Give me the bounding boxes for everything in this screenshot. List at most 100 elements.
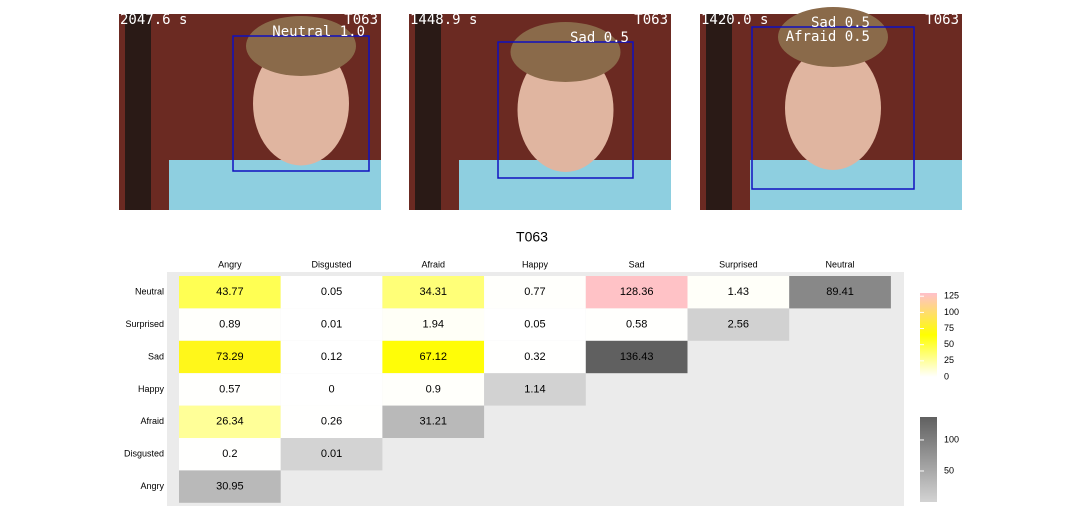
legend-label: 0	[944, 371, 949, 381]
face	[517, 48, 614, 172]
cell-label: 0.58	[626, 319, 647, 331]
legend-label: 100	[944, 307, 959, 317]
legend-bar	[920, 293, 937, 377]
cell	[484, 308, 586, 341]
legend-label: 125	[944, 291, 959, 301]
cell-label: 0.77	[524, 286, 545, 298]
frame-id: T063	[925, 12, 959, 28]
cell-label: 26.34	[216, 416, 244, 428]
cell	[179, 276, 281, 309]
legend-label: 50	[944, 465, 954, 475]
legend-label: 50	[944, 339, 954, 349]
cell	[280, 340, 383, 374]
cell-label: 136.43	[620, 351, 654, 363]
y-tick-label: Surprised	[125, 319, 164, 329]
cell	[179, 470, 281, 503]
cell-label: 0.57	[219, 383, 240, 395]
emotion-label: Neutral 1.0	[272, 24, 365, 40]
cell-label: 0.01	[321, 448, 342, 460]
cell-label: 0.89	[219, 319, 240, 331]
cell	[280, 438, 383, 471]
face-box	[751, 26, 915, 190]
cell-label: 89.41	[826, 286, 854, 298]
cell	[789, 276, 891, 309]
cell-label: 0.26	[321, 416, 342, 428]
cell-label: 30.95	[216, 481, 244, 493]
x-tick-label: Disgusted	[312, 259, 352, 269]
x-tick-label: Afraid	[421, 259, 445, 269]
cell	[179, 373, 281, 406]
door-edge	[125, 14, 151, 210]
cell-label: 0.12	[321, 351, 342, 363]
cell	[280, 308, 383, 341]
cell	[179, 405, 281, 438]
cell	[585, 308, 688, 341]
cell	[179, 340, 281, 374]
cell	[687, 276, 790, 309]
cell-label: 0.01	[321, 319, 342, 331]
cell-label: 0.2	[222, 448, 237, 460]
frame-id: T063	[344, 12, 378, 28]
legend-bar	[920, 417, 937, 502]
x-tick-label: Sad	[629, 259, 645, 269]
cell-label: 31.21	[419, 416, 447, 428]
cell-label: 0.05	[524, 319, 545, 331]
cell-label: 1.43	[728, 286, 749, 298]
emotion-label: Sad 0.5	[570, 30, 629, 46]
cell	[280, 405, 383, 438]
face	[785, 46, 881, 170]
face-box	[497, 41, 634, 179]
cell	[484, 340, 586, 374]
cell-label: 0.05	[321, 286, 342, 298]
x-tick-label: Happy	[522, 259, 549, 269]
y-tick-label: Angry	[140, 481, 164, 491]
x-tick-label: Surprised	[719, 259, 758, 269]
cell-label: 0.9	[426, 383, 441, 395]
cell	[382, 340, 485, 374]
video-frame: 1448.9 s T063 Sad 0.5	[409, 12, 671, 210]
cell-label: 1.94	[423, 319, 444, 331]
legend-label: 100	[944, 434, 959, 444]
y-tick-label: Sad	[148, 351, 164, 361]
cell	[382, 405, 485, 438]
hair	[246, 16, 356, 76]
cell	[179, 308, 281, 341]
emotion-label: Afraid 0.5	[786, 29, 870, 45]
cell	[484, 373, 586, 406]
cell-label: 1.14	[524, 383, 545, 395]
cell	[280, 373, 383, 406]
chart-title: T063	[516, 229, 548, 245]
y-tick-label: Afraid	[140, 416, 164, 426]
cell	[585, 276, 688, 309]
face-box	[232, 35, 370, 172]
cell-label: 67.12	[419, 351, 447, 363]
y-tick-label: Happy	[138, 384, 165, 394]
frame-time: 1420.0 s	[701, 12, 768, 28]
shirt	[750, 160, 962, 210]
shirt	[169, 160, 381, 210]
frame-time: 2047.6 s	[120, 12, 187, 28]
cell-label: 34.31	[419, 286, 447, 298]
hair	[510, 22, 621, 82]
cell-label: 73.29	[216, 351, 244, 363]
cell	[179, 438, 281, 471]
door-edge	[706, 14, 732, 210]
y-tick-label: Neutral	[135, 287, 164, 297]
cell	[484, 276, 586, 309]
emotion-label: Sad 0.5	[811, 15, 870, 31]
cell	[382, 276, 485, 309]
frame-id: T063	[634, 12, 668, 28]
x-tick-label: Angry	[218, 259, 242, 269]
legend-label: 25	[944, 355, 954, 365]
hair	[778, 7, 888, 67]
cell	[382, 373, 485, 406]
cell	[687, 308, 790, 341]
cell-label: 128.36	[620, 286, 654, 298]
cell-label: 43.77	[216, 286, 244, 298]
cell-label: 2.56	[728, 319, 749, 331]
cell	[280, 276, 383, 309]
x-tick-label: Neutral	[826, 259, 855, 269]
